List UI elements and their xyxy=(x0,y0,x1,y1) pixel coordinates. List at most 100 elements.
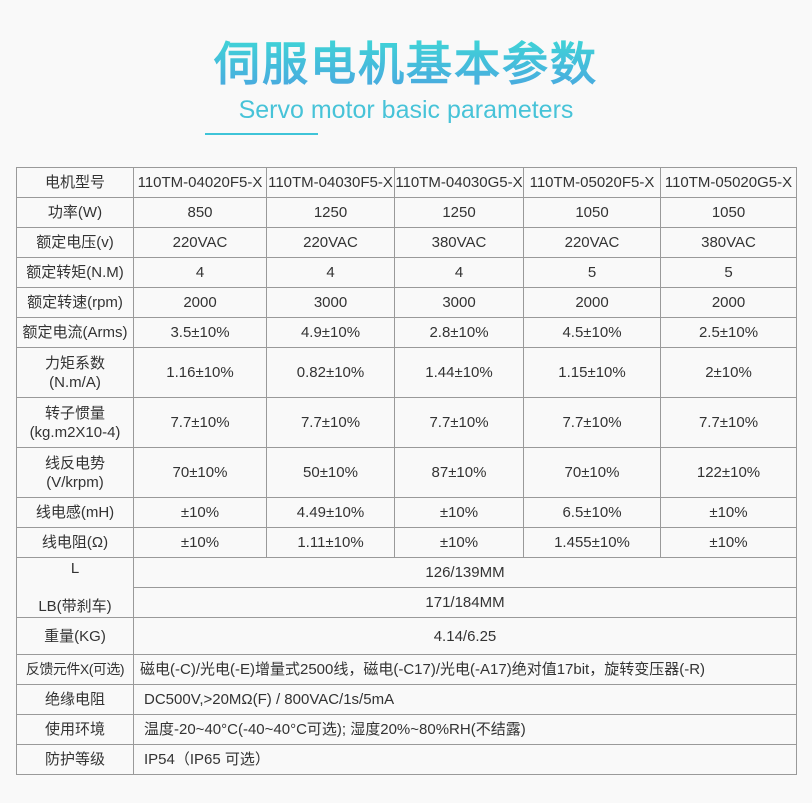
row-label: 线电阻(Ω) xyxy=(16,527,134,558)
table-row: 功率(W) 850 1250 1250 1050 1050 xyxy=(16,197,797,228)
row-label-text: 额定转速(rpm) xyxy=(27,294,123,311)
value-cell: ±10% xyxy=(133,497,267,528)
row-label-text: 线电感(mH) xyxy=(35,504,115,521)
model-cell: 110TM-05020F5-X xyxy=(523,167,661,198)
row-label-text: 功率(W) xyxy=(47,204,103,221)
value-cell: 4.14/6.25 xyxy=(133,617,797,655)
value-cell: 87±10% xyxy=(394,447,524,498)
row-label: 电机型号 xyxy=(16,167,134,198)
value-cell: 1250 xyxy=(266,197,395,228)
value-cell: 380VAC xyxy=(394,227,524,258)
row-label-text: 力矩系数 xyxy=(44,354,105,372)
value-cell: 4.49±10% xyxy=(266,497,395,528)
row-label: 功率(W) xyxy=(16,197,134,228)
row-label: 线电感(mH) xyxy=(16,497,134,528)
value-cell: 2.5±10% xyxy=(660,317,797,348)
value-cell: 7.7±10% xyxy=(133,397,267,448)
row-label: 反馈元件X(可选) xyxy=(16,654,134,685)
value-cell: 5 xyxy=(660,257,797,288)
row-label: 额定转矩(N.M) xyxy=(16,257,134,288)
table-row: 转子惯量 (kg.m2X10-4) 7.7±10% 7.7±10% 7.7±10% 7.7… xyxy=(16,397,797,448)
value-cell: ±10% xyxy=(394,527,524,558)
value-cell: 4.9±10% xyxy=(266,317,395,348)
value-cell: 2000 xyxy=(660,287,797,318)
table-row: 线反电势 (V/krpm) 70±10% 50±10% 87±10% 70±10% 122±… xyxy=(16,447,797,498)
row-label: 额定电流(Arms) xyxy=(16,317,134,348)
table-row-models: 电机型号 110TM-04020F5-X 110TM-04030F5-X 110… xyxy=(16,167,797,198)
page-subtitle: Servo motor basic parameters xyxy=(238,96,574,124)
table-row-length-lb: 171/184MM xyxy=(17,587,797,618)
value-cell: 50±10% xyxy=(266,447,395,498)
value-cell: 2000 xyxy=(523,287,661,318)
table-row-environment: 使用环境 温度-20~40°C(-40~40°C可选); 湿度20%~80%RH… xyxy=(16,714,797,745)
table-row-weight: 重量(KG) 4.14/6.25 xyxy=(16,617,797,655)
row-label: 线反电势 (V/krpm) xyxy=(16,447,134,498)
value-cell: 70±10% xyxy=(133,447,267,498)
table-row-insulation: 绝缘电阻 DC500V,>20MΩ(F) / 800VAC/1s/5mA xyxy=(16,684,797,715)
row-label: 重量(KG) xyxy=(16,617,134,655)
value-cell: 220VAC xyxy=(133,227,267,258)
row-label-text: 线反电势 xyxy=(44,454,105,472)
row-label: 力矩系数 (N.m/A) xyxy=(16,347,134,398)
model-cell: 110TM-05020G5-X xyxy=(660,167,797,198)
row-label-unit: (kg.m2X10-4) xyxy=(29,423,121,441)
table-row-protection: 防护等级 IP54（IP65 可选） xyxy=(16,744,797,775)
value-cell: 3.5±10% xyxy=(133,317,267,348)
model-cell: 110TM-04030G5-X xyxy=(394,167,524,198)
value-cell: DC500V,>20MΩ(F) / 800VAC/1s/5mA xyxy=(133,684,797,715)
table-row: 力矩系数 (N.m/A) 1.16±10% 0.82±10% 1.44±10% 1.15±… xyxy=(16,347,797,398)
value-cell: ±10% xyxy=(660,497,797,528)
table-row-length-l: L LB(带刹车) 126/139MM xyxy=(16,557,797,618)
spec-table: 电机型号 110TM-04020F5-X 110TM-04030F5-X 110… xyxy=(16,167,797,775)
row-label: 绝缘电阻 xyxy=(16,684,134,715)
title-underline xyxy=(205,133,318,135)
value-cell: 温度-20~40°C(-40~40°C可选); 湿度20%~80%RH(不结露) xyxy=(133,714,797,745)
value-cell: IP54（IP65 可选） xyxy=(133,744,797,775)
value-cell: 1050 xyxy=(523,197,661,228)
value-cell: 4 xyxy=(266,257,395,288)
table-row: 额定电流(Arms) 3.5±10% 4.9±10% 2.8±10% 4.5±10% 2.… xyxy=(16,317,797,348)
row-label: 额定转速(rpm) xyxy=(16,287,134,318)
value-cell: 4.5±10% xyxy=(523,317,661,348)
value-cell: 6.5±10% xyxy=(523,497,661,528)
row-label-unit: (V/krpm) xyxy=(46,473,104,491)
value-cell: 126/139MM xyxy=(133,557,797,588)
row-label-text: 额定电流(Arms) xyxy=(22,324,128,341)
value-cell: 171/184MM xyxy=(133,587,797,618)
table-row: 额定电压(v) 220VAC 220VAC 380VAC 220VAC 380VAC xyxy=(16,227,797,258)
value-cell: 850 xyxy=(133,197,267,228)
page-title: 伺服电机基本参数 xyxy=(0,36,812,92)
value-cell: 3000 xyxy=(266,287,395,318)
row-label: 防护等级 xyxy=(16,744,134,775)
label-l: L xyxy=(70,560,80,577)
model-cell: 110TM-04020F5-X xyxy=(133,167,267,198)
row-label: 使用环境 xyxy=(16,714,134,745)
value-cell: 3000 xyxy=(394,287,524,318)
value-cell: 7.7±10% xyxy=(660,397,797,448)
value-cell: 0.82±10% xyxy=(266,347,395,398)
table-row-feedback: 反馈元件X(可选) 磁电(-C)/光电(-E)增量式2500线，磁电(-C17)… xyxy=(16,654,797,685)
value-cell: 1.15±10% xyxy=(523,347,661,398)
row-label: 转子惯量 (kg.m2X10-4) xyxy=(16,397,134,448)
value-cell: 4 xyxy=(394,257,524,288)
value-cell: 122±10% xyxy=(660,447,797,498)
row-label-text: 额定转矩(N.M) xyxy=(26,264,124,281)
model-cell: 110TM-04030F5-X xyxy=(266,167,395,198)
table-row: 额定转速(rpm) 2000 3000 3000 2000 2000 xyxy=(16,287,797,318)
value-cell: 1.455±10% xyxy=(523,527,661,558)
table-row: 线电阻(Ω) ±10% 1.11±10% ±10% 1.455±10% ±10% xyxy=(16,527,797,558)
value-cell: 380VAC xyxy=(660,227,797,258)
value-cell: ±10% xyxy=(660,527,797,558)
value-cell: 220VAC xyxy=(523,227,661,258)
value-cell: 220VAC xyxy=(266,227,395,258)
table-row: 线电感(mH) ±10% 4.49±10% ±10% 6.5±10% ±10% xyxy=(16,497,797,528)
value-cell: 1.11±10% xyxy=(266,527,395,558)
value-cell: ±10% xyxy=(394,497,524,528)
value-cell: 2.8±10% xyxy=(394,317,524,348)
row-label-unit: (N.m/A) xyxy=(49,373,101,391)
row-label: L LB(带刹车) xyxy=(16,557,134,618)
value-cell: 7.7±10% xyxy=(394,397,524,448)
row-label-text: 线电阻(Ω) xyxy=(41,534,109,551)
value-cell: 7.7±10% xyxy=(266,397,395,448)
value-cell: 5 xyxy=(523,257,661,288)
